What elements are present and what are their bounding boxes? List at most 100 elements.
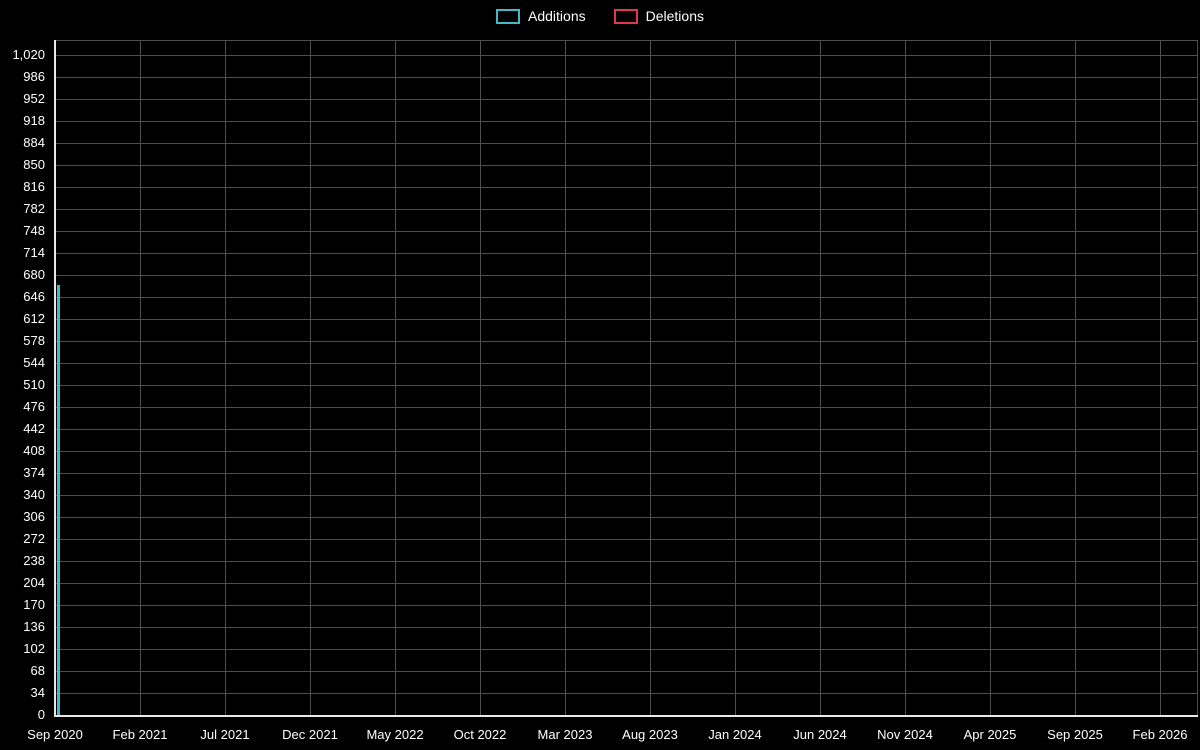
legend-item-deletions[interactable]: Deletions [613,8,704,24]
y-axis-label: 136 [23,619,45,634]
legend-item-additions[interactable]: Additions [496,8,586,24]
h-gridline [55,121,1197,122]
deletions-swatch-icon [613,8,638,24]
y-axis-label: 578 [23,333,45,348]
y-axis-label: 782 [23,201,45,216]
h-gridline [55,319,1197,320]
h-gridline [55,209,1197,210]
h-gridline [55,693,1197,694]
x-axis-label: Mar 2023 [537,727,593,742]
x-axis-label: May 2022 [366,727,424,742]
v-gridline [650,40,651,715]
y-axis-label: 204 [23,575,45,590]
y-axis-label: 442 [23,421,45,436]
y-axis-label: 68 [30,663,45,678]
v-gridline [565,40,566,715]
h-gridline [55,99,1197,100]
h-gridline [55,495,1197,496]
chart-legend: Additions Deletions [0,8,1200,24]
v-gridline [225,40,226,715]
h-gridline [55,143,1197,144]
h-gridline [55,231,1197,232]
y-axis-label: 986 [23,69,45,84]
x-axis-label: Jun 2024 [793,727,847,742]
y-axis-label: 952 [23,91,45,106]
x-axis-label: Sep 2020 [27,727,83,742]
bar-additions[interactable] [57,284,60,715]
h-gridline [55,649,1197,650]
y-axis-label: 306 [23,509,45,524]
v-gridline [310,40,311,715]
y-axis-label: 510 [23,377,45,392]
h-gridline [55,40,1197,41]
h-gridline [55,363,1197,364]
v-gridline [735,40,736,715]
y-axis-label: 612 [23,311,45,326]
y-axis-label: 34 [30,685,45,700]
y-axis-label: 714 [23,245,45,260]
h-gridline [55,539,1197,540]
h-gridline [55,671,1197,672]
h-gridline [55,165,1197,166]
y-axis-label: 374 [23,465,45,480]
h-gridline [55,605,1197,606]
x-axis-line [54,715,1198,717]
y-axis-label: 646 [23,289,45,304]
x-axis-label: Nov 2024 [877,727,933,742]
h-gridline [55,407,1197,408]
y-axis-label: 748 [23,223,45,238]
h-gridline [55,517,1197,518]
x-axis-label: Apr 2025 [963,727,1017,742]
v-gridline [1197,40,1198,715]
y-axis-label: 850 [23,157,45,172]
v-gridline [1160,40,1161,715]
h-gridline [55,297,1197,298]
y-axis-label: 918 [23,113,45,128]
x-axis-label: Sep 2025 [1047,727,1103,742]
y-axis-label: 1,020 [12,47,45,62]
y-axis-label: 170 [23,597,45,612]
y-axis-label: 884 [23,135,45,150]
x-axis-label: Aug 2023 [622,727,678,742]
h-gridline [55,583,1197,584]
y-axis-label: 680 [23,267,45,282]
y-axis-label: 816 [23,179,45,194]
h-gridline [55,77,1197,78]
x-axis-label: Oct 2022 [453,727,507,742]
y-axis-label: 102 [23,641,45,656]
h-gridline [55,275,1197,276]
h-gridline [55,253,1197,254]
legend-label-additions: Additions [528,8,586,24]
h-gridline [55,627,1197,628]
y-axis-line [54,40,56,715]
h-gridline [55,341,1197,342]
additions-swatch-icon [496,8,521,24]
y-axis-label: 476 [23,399,45,414]
v-gridline [905,40,906,715]
h-gridline [55,55,1197,56]
y-axis-label: 238 [23,553,45,568]
legend-label-deletions: Deletions [645,8,704,24]
v-gridline [820,40,821,715]
h-gridline [55,187,1197,188]
y-axis-label: 544 [23,355,45,370]
h-gridline [55,451,1197,452]
x-axis-label: Dec 2021 [282,727,338,742]
h-gridline [55,561,1197,562]
v-gridline [990,40,991,715]
h-gridline [55,429,1197,430]
x-axis-label: Jul 2021 [200,727,250,742]
h-gridline [55,385,1197,386]
x-axis-label: Feb 2026 [1132,727,1188,742]
x-axis-label: Jan 2024 [708,727,762,742]
y-axis-label: 272 [23,531,45,546]
y-axis-label: 340 [23,487,45,502]
y-axis-label: 0 [37,707,45,722]
y-axis-label: 408 [23,443,45,458]
x-axis-label: Feb 2021 [112,727,168,742]
v-gridline [480,40,481,715]
v-gridline [1075,40,1076,715]
v-gridline [395,40,396,715]
